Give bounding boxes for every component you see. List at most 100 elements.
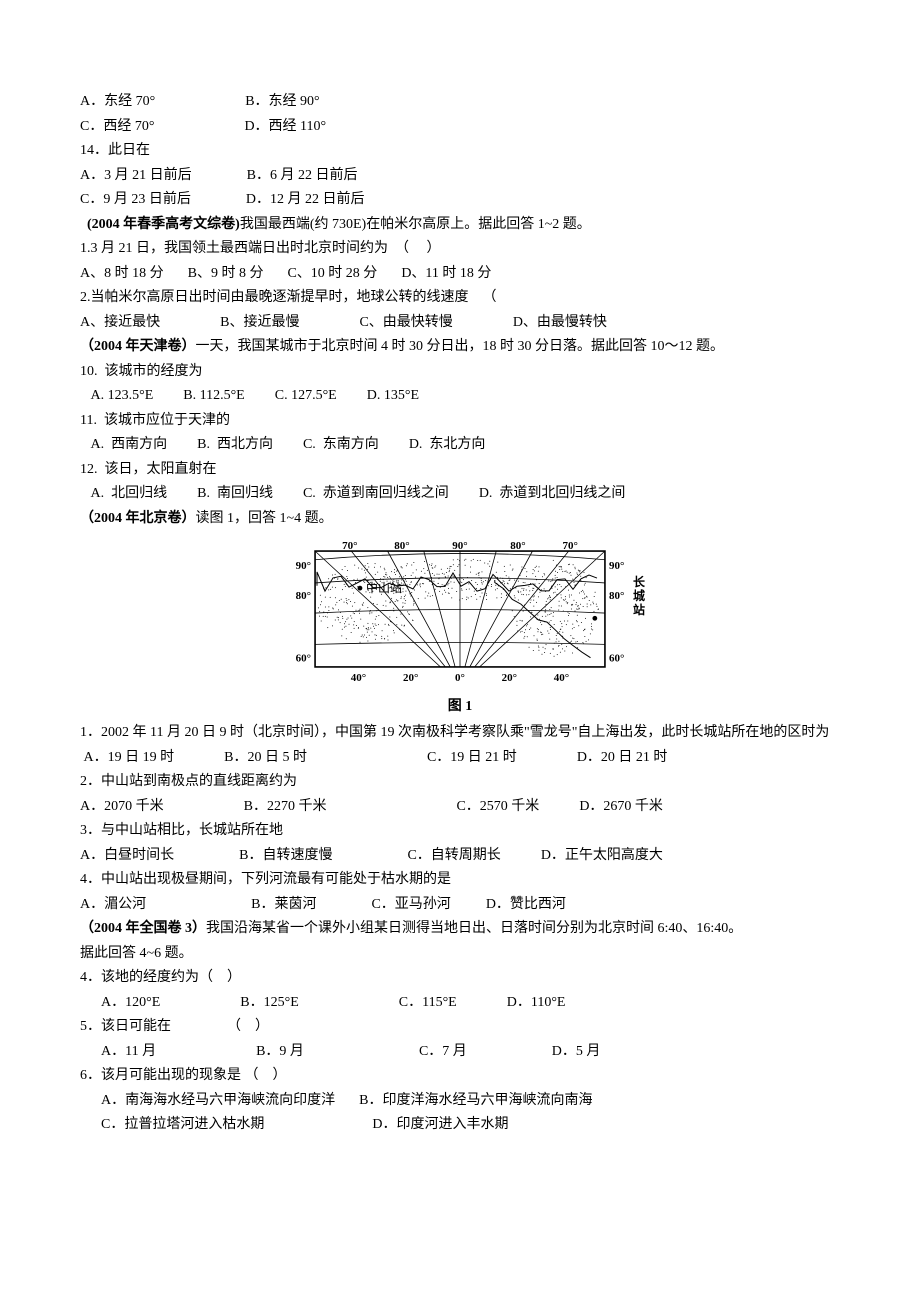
text-segment: A．白昼时间长: [80, 848, 174, 863]
svg-text:城: 城: [633, 588, 645, 603]
question-line: A、接近最快B、接近最慢C、由最快转慢D、由最慢转快: [80, 311, 840, 336]
svg-text:80°: 80°: [510, 540, 525, 552]
question-line: (2004 年春季高考文综卷)我国最西端(约 730E)在帕米尔高原上。据此回答…: [80, 213, 840, 238]
text-segment: B．6 月 22 日前后: [192, 168, 358, 183]
question-block-upper: A．东经 70°B．东经 90°C．西经 70°D．西经 110°14．此日在A…: [80, 90, 840, 531]
text-segment: 1．2002 年 11 月 20 日 9 时（北京时间），中国第 19 次南极科…: [80, 725, 829, 740]
text-segment: 14．此日在: [80, 143, 150, 158]
question-line: A．白昼时间长B．自转速度慢C．自转周期长D．正午太阳高度大: [80, 844, 840, 869]
svg-text:40°: 40°: [554, 672, 569, 684]
svg-text:70°: 70°: [562, 540, 577, 552]
text-segment: B．2270 千米: [164, 799, 327, 814]
text-segment: D．2670 千米: [539, 799, 663, 814]
source-label: （2004 年天津卷）: [80, 339, 196, 354]
question-line: 5．该日可能在 （ ）: [80, 1015, 840, 1040]
text-segment: 3．与中山站相比，长城站所在地: [80, 823, 283, 838]
text-segment: D．12 月 22 日前后: [191, 192, 365, 207]
text-segment: C．拉普拉塔河进入枯水期: [80, 1117, 264, 1132]
svg-text:40°: 40°: [351, 672, 366, 684]
question-line: 11. 该城市应位于天津的: [80, 409, 840, 434]
text-segment: B．20 日 5 时: [174, 750, 307, 765]
text-segment: A、8 时 18 分: [80, 266, 164, 281]
text-segment: A．东经 70°: [80, 94, 155, 109]
text-segment: C．2570 千米: [326, 799, 539, 814]
text-segment: 6．该月可能出现的现象是 （ ）: [80, 1068, 287, 1083]
text-segment: D．110°E: [457, 995, 566, 1010]
text-segment: D．正午太阳高度大: [501, 848, 663, 863]
text-segment: C、由最快转慢: [299, 315, 452, 330]
text-segment: 据此回答 4~6 题。: [80, 946, 193, 961]
text-segment: B、9 时 8 分: [164, 266, 264, 281]
text-segment: B. 南回归线: [167, 486, 273, 501]
question-line: A．11 月B．9 月C．7 月D．5 月: [80, 1040, 840, 1065]
text-segment: B．莱茵河: [146, 897, 316, 912]
svg-text:90°: 90°: [296, 560, 311, 572]
text-segment: 10. 该城市的经度为: [80, 364, 203, 379]
question-line: 1.3 月 21 日，我国领土最西端日出时北京时间约为 （ ）: [80, 237, 840, 262]
question-line: （2004 年天津卷）一天，我国某城市于北京时间 4 时 30 分日出，18 时…: [80, 335, 840, 360]
text-segment: C．西经 70°: [80, 119, 154, 134]
text-segment: 读图 1，回答 1~4 题。: [196, 511, 333, 526]
text-segment: C．亚马孙河: [316, 897, 450, 912]
svg-text:站: 站: [633, 602, 645, 617]
text-segment: A．南海海水经马六甲海峡流向印度洋: [80, 1093, 335, 1108]
question-line: A．东经 70°B．东经 90°: [80, 90, 840, 115]
text-segment: 1.3 月 21 日，我国领土最西端日出时北京时间约为 （ ）: [80, 241, 441, 256]
text-segment: A．2070 千米: [80, 799, 164, 814]
text-segment: C．自转周期长: [332, 848, 500, 863]
source-label: (2004 年春季高考文综卷): [80, 217, 240, 232]
svg-text:中山站: 中山站: [366, 580, 402, 595]
text-segment: C．9 月 23 日前后: [80, 192, 191, 207]
text-segment: A. 西南方向: [80, 437, 167, 452]
question-line: A．2070 千米B．2270 千米C．2570 千米D．2670 千米: [80, 795, 840, 820]
question-block-lower: 1．2002 年 11 月 20 日 9 时（北京时间），中国第 19 次南极科…: [80, 721, 840, 1138]
text-segment: A．120°E: [80, 995, 160, 1010]
question-line: 6．该月可能出现的现象是 （ ）: [80, 1064, 840, 1089]
svg-text:0°: 0°: [455, 672, 465, 684]
text-segment: D. 135°E: [337, 388, 419, 403]
svg-text:长: 长: [633, 574, 646, 589]
text-segment: D．赞比西河: [451, 897, 566, 912]
text-segment: D. 赤道到北回归线之间: [449, 486, 626, 501]
question-line: 1．2002 年 11 月 20 日 9 时（北京时间），中国第 19 次南极科…: [80, 721, 840, 746]
question-line: 据此回答 4~6 题。: [80, 942, 840, 967]
question-line: 2．中山站到南极点的直线距离约为: [80, 770, 840, 795]
text-segment: 2．中山站到南极点的直线距离约为: [80, 774, 297, 789]
text-segment: 我国最西端(约 730E)在帕米尔高原上。据此回答 1~2 题。: [240, 217, 591, 232]
text-segment: B．125°E: [160, 995, 299, 1010]
question-line: A. 北回归线B. 南回归线C. 赤道到南回归线之间D. 赤道到北回归线之间: [80, 482, 840, 507]
question-line: 2.当帕米尔高原日出时间由最晚逐渐提早时，地球公转的线速度 （: [80, 286, 840, 311]
text-segment: C．19 日 21 时: [307, 750, 517, 765]
text-segment: B. 西北方向: [167, 437, 273, 452]
text-segment: A．11 月: [80, 1044, 156, 1059]
text-segment: C．115°E: [299, 995, 457, 1010]
text-segment: C. 127.5°E: [245, 388, 337, 403]
question-line: 4．该地的经度约为（ ）: [80, 966, 840, 991]
text-segment: 5．该日可能在 （ ）: [80, 1019, 269, 1034]
text-segment: B．东经 90°: [155, 94, 319, 109]
question-line: 14．此日在: [80, 139, 840, 164]
text-segment: C．7 月: [304, 1044, 467, 1059]
figure-1: 中山站长城站70°80°90°80°70°90°80°60°90°80°60°4…: [80, 537, 840, 719]
text-segment: D. 东北方向: [379, 437, 486, 452]
svg-text:90°: 90°: [452, 540, 467, 552]
question-line: A．南海海水经马六甲海峡流向印度洋B．印度洋海水经马六甲海峡流向南海: [80, 1089, 840, 1114]
svg-text:80°: 80°: [394, 540, 409, 552]
question-line: A. 123.5°EB. 112.5°EC. 127.5°ED. 135°E: [80, 384, 840, 409]
question-line: C．拉普拉塔河进入枯水期D．印度河进入丰水期: [80, 1113, 840, 1138]
svg-text:80°: 80°: [609, 590, 624, 602]
question-line: C．西经 70°D．西经 110°: [80, 115, 840, 140]
question-line: C．9 月 23 日前后D．12 月 22 日前后: [80, 188, 840, 213]
text-segment: B．印度洋海水经马六甲海峡流向南海: [335, 1093, 592, 1108]
map-figure-svg: 中山站长城站70°80°90°80°70°90°80°60°90°80°60°4…: [270, 537, 650, 687]
text-segment: D．西经 110°: [154, 119, 326, 134]
question-line: A．3 月 21 日前后B．6 月 22 日前后: [80, 164, 840, 189]
text-segment: 我国沿海某省一个课外小组某日测得当地日出、日落时间分别为北京时间 6:40、16…: [206, 921, 742, 936]
text-segment: A．3 月 21 日前后: [80, 168, 192, 183]
text-segment: B．自转速度慢: [174, 848, 332, 863]
svg-text:60°: 60°: [296, 653, 311, 665]
text-segment: D、11 时 18 分: [377, 266, 491, 281]
text-segment: C、10 时 28 分: [263, 266, 377, 281]
text-segment: A．19 日 19 时: [80, 750, 174, 765]
svg-text:20°: 20°: [502, 672, 517, 684]
